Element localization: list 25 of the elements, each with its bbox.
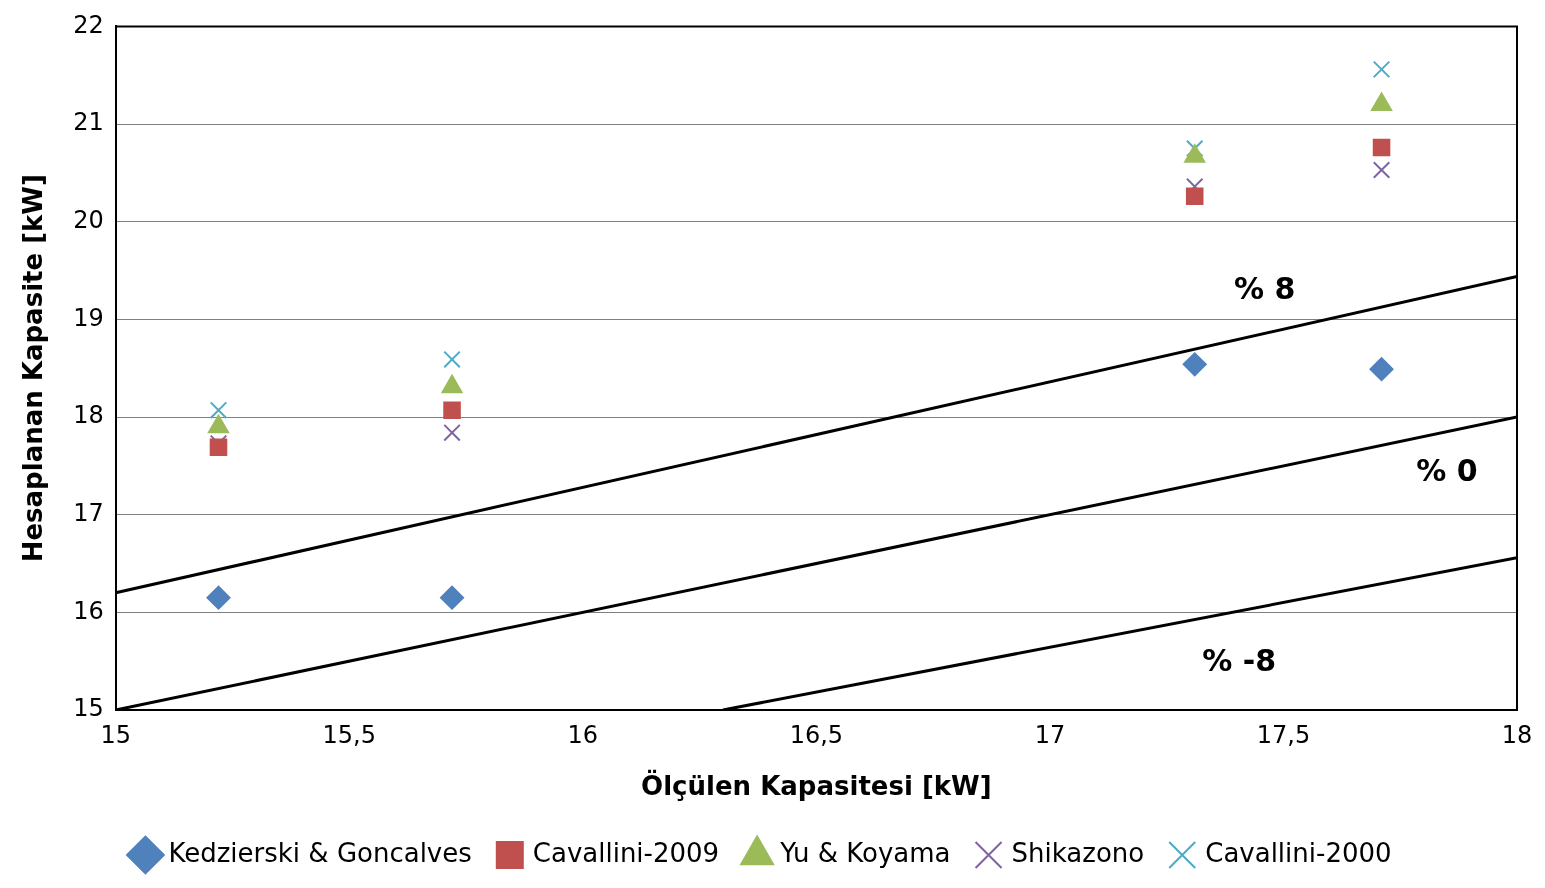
y-tick-label: 17 bbox=[73, 498, 104, 527]
x-tick-label: 16,5 bbox=[789, 720, 844, 749]
y-tick-label: 18 bbox=[73, 401, 104, 430]
legend-label: Cavallini-2009 bbox=[532, 837, 720, 868]
y-tick-label: 15 bbox=[73, 694, 104, 723]
x-tick-label: 18 bbox=[1501, 720, 1533, 749]
x-tick-label: 16 bbox=[567, 720, 599, 749]
y-tick-label: 19 bbox=[73, 303, 104, 332]
series-label: % 0 bbox=[1416, 453, 1478, 489]
y-tick-label: 22 bbox=[73, 10, 104, 39]
x-tick-label: 17 bbox=[1034, 720, 1066, 749]
legend-label: Cavallini-2000 bbox=[1205, 837, 1392, 868]
x-tick-label: 15,5 bbox=[322, 720, 376, 749]
series-label: % 8 bbox=[1234, 271, 1296, 307]
x-tick-label: 15 bbox=[100, 720, 132, 749]
y-tick-label: 20 bbox=[73, 205, 104, 234]
series-label: % -8 bbox=[1202, 642, 1276, 678]
x-axis-title: Ölçülen Kapasitesi [kW] bbox=[641, 769, 992, 802]
y-axis-title: Hesaplanan Kapasite [kW] bbox=[18, 174, 49, 563]
x-tick-label: 17,5 bbox=[1256, 720, 1311, 749]
y-tick-label: 16 bbox=[73, 596, 104, 625]
legend-label: Yu & Koyama bbox=[779, 837, 951, 868]
legend-label: Kedzierski & Goncalves bbox=[168, 837, 472, 868]
legend-label: Shikazono bbox=[1011, 837, 1145, 868]
y-tick-label: 21 bbox=[73, 108, 104, 137]
